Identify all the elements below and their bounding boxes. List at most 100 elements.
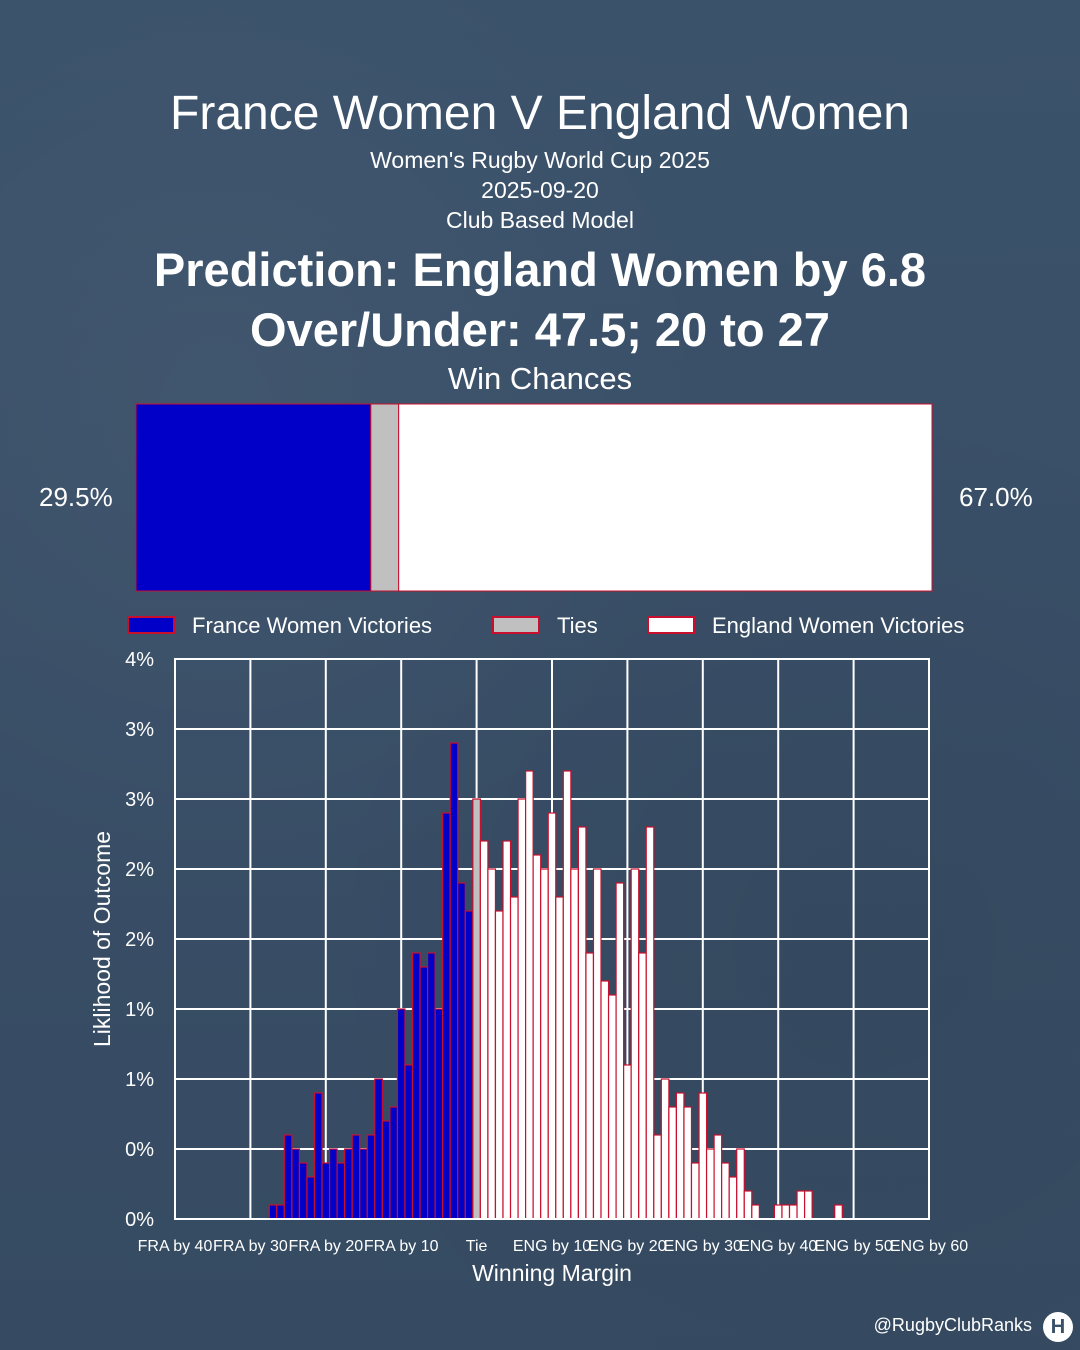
histogram-bar bbox=[313, 1092, 323, 1220]
histogram-bar bbox=[796, 1190, 806, 1220]
y-tick-label: 3% bbox=[125, 719, 154, 741]
histogram-bar bbox=[668, 1106, 678, 1220]
histogram-bar bbox=[834, 1204, 843, 1220]
histogram-bar bbox=[517, 798, 527, 1220]
prediction-headline: Prediction: England Women by 6.8 bbox=[153, 243, 927, 296]
model-subtitle: Club Based Model bbox=[446, 207, 634, 233]
legend-swatch-2 bbox=[647, 616, 695, 634]
histogram-bar bbox=[472, 798, 481, 1220]
x-tick-label: ENG by 40 bbox=[739, 1238, 817, 1255]
x-tick-label: ENG by 20 bbox=[588, 1238, 666, 1255]
histogram-bar bbox=[713, 1134, 723, 1220]
histogram-bar bbox=[623, 1064, 632, 1220]
legend-label-2: England Women Victories bbox=[712, 613, 964, 638]
histogram-bar bbox=[336, 1162, 346, 1220]
histogram-bar bbox=[803, 1190, 813, 1220]
win-chances-title: Win Chances bbox=[447, 361, 633, 396]
x-tick-label: ENG by 30 bbox=[664, 1238, 742, 1255]
histogram-bar bbox=[532, 854, 542, 1220]
y-tick-label: 1% bbox=[125, 1069, 154, 1091]
histogram-bar bbox=[389, 1106, 399, 1220]
legend-swatch-1 bbox=[492, 616, 540, 634]
histogram-bar bbox=[562, 770, 572, 1220]
histogram-bar bbox=[344, 1148, 353, 1220]
histogram-bar bbox=[781, 1204, 791, 1220]
england-win-percent: 67.0% bbox=[959, 482, 1033, 512]
histogram-bar bbox=[705, 1148, 715, 1220]
histogram-bar bbox=[728, 1176, 738, 1220]
histogram-bar bbox=[268, 1204, 278, 1220]
histogram-bar bbox=[547, 812, 557, 1220]
histogram-bar bbox=[298, 1162, 308, 1220]
histogram-bar bbox=[321, 1162, 331, 1220]
histogram-bar bbox=[683, 1106, 693, 1220]
histogram-bar bbox=[328, 1148, 338, 1220]
histogram-bar bbox=[736, 1148, 745, 1220]
histogram-bar bbox=[525, 770, 534, 1220]
histogram-bar bbox=[585, 952, 595, 1220]
legend-swatch-0 bbox=[127, 616, 175, 634]
histogram-bar bbox=[540, 868, 549, 1220]
x-tick-label: ENG by 60 bbox=[890, 1238, 968, 1255]
histogram-bar bbox=[607, 994, 617, 1220]
histogram-bar bbox=[396, 1008, 406, 1220]
competition-subtitle: Women's Rugby World Cup 2025 bbox=[370, 147, 710, 173]
y-tick-label: 2% bbox=[125, 859, 154, 881]
histogram-bar bbox=[592, 868, 602, 1220]
histogram-bar bbox=[411, 952, 421, 1220]
h-logo-icon: H bbox=[1043, 1312, 1073, 1342]
over-under-headline: Over/Under: 47.5; 20 to 27 bbox=[250, 303, 830, 356]
y-tick-label: 1% bbox=[125, 999, 154, 1021]
histogram-bar bbox=[374, 1078, 383, 1220]
y-tick-label: 3% bbox=[125, 789, 154, 811]
histogram-bar bbox=[577, 826, 587, 1220]
histogram-bar bbox=[276, 1204, 285, 1220]
histogram-bar bbox=[351, 1134, 361, 1220]
y-tick-label: 2% bbox=[125, 929, 154, 951]
histogram-bar bbox=[751, 1204, 760, 1220]
histogram-bar bbox=[698, 1092, 708, 1220]
x-axis-title: Winning Margin bbox=[472, 1260, 632, 1286]
x-tick-label: FRA by 20 bbox=[288, 1238, 363, 1255]
histogram-bar bbox=[419, 966, 429, 1220]
y-tick-label: 4% bbox=[125, 649, 154, 671]
histogram-bar bbox=[630, 868, 640, 1220]
histogram-bar bbox=[600, 980, 610, 1220]
legend-label-1: Ties bbox=[557, 613, 598, 638]
histogram-bar bbox=[283, 1134, 293, 1220]
histogram-bar bbox=[509, 896, 519, 1220]
chart-title: France Women V England Women bbox=[170, 87, 910, 140]
win-bar-england bbox=[398, 403, 933, 592]
histogram-bar bbox=[381, 1120, 391, 1220]
win-bar-france bbox=[135, 403, 372, 592]
x-tick-label: FRA by 30 bbox=[213, 1238, 288, 1255]
histogram-bar bbox=[615, 882, 625, 1220]
y-tick-label: 0% bbox=[125, 1139, 154, 1161]
histogram-bar bbox=[464, 910, 474, 1220]
legend-label-0: France Women Victories bbox=[192, 613, 432, 638]
histogram-bar bbox=[721, 1162, 730, 1220]
win-bar-ties bbox=[370, 403, 400, 592]
plot-frame bbox=[174, 658, 930, 1220]
histogram-bar bbox=[291, 1148, 301, 1220]
date-subtitle: 2025-09-20 bbox=[481, 177, 599, 203]
histogram-bar bbox=[359, 1148, 368, 1220]
histogram-bar bbox=[449, 742, 459, 1220]
histogram-bar bbox=[570, 868, 579, 1220]
y-axis-title: Liklihood of Outcome bbox=[89, 831, 115, 1047]
histogram-bar bbox=[457, 882, 466, 1220]
histogram-bar bbox=[788, 1204, 798, 1220]
y-tick-label: 0% bbox=[125, 1209, 154, 1231]
histogram-bar bbox=[426, 952, 436, 1220]
histogram-bar bbox=[645, 826, 655, 1220]
histogram-bar bbox=[487, 868, 497, 1220]
x-tick-label: Tie bbox=[466, 1238, 488, 1255]
histogram-bar bbox=[404, 1064, 414, 1220]
x-tick-label: ENG by 50 bbox=[814, 1238, 892, 1255]
histogram-bar bbox=[479, 840, 489, 1220]
credit-handle: @RugbyClubRanks bbox=[873, 1315, 1032, 1335]
histogram-bar bbox=[675, 1092, 685, 1220]
histogram-bar bbox=[494, 910, 504, 1220]
x-tick-label: FRA by 10 bbox=[364, 1238, 439, 1255]
